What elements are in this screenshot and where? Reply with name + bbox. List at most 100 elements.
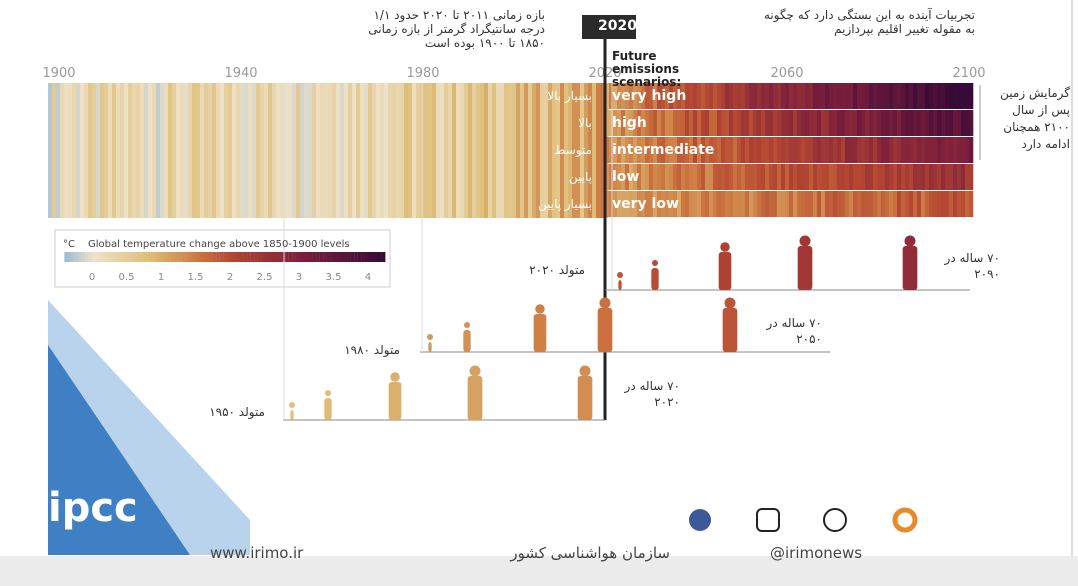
legend-unit: °C <box>63 238 75 252</box>
legend-swatch <box>365 252 369 262</box>
stripe <box>681 110 685 136</box>
stripe <box>653 110 657 136</box>
stripe <box>781 164 785 190</box>
stripe <box>212 83 216 218</box>
year-tick-label: 2060 <box>770 66 803 81</box>
stripe <box>949 83 953 109</box>
person-body <box>723 308 738 352</box>
stripe <box>653 164 657 190</box>
legend-swatch <box>133 252 137 262</box>
age70-label: ۷۰ ساله در ۲۰۵۰ <box>752 315 822 347</box>
stripe <box>961 110 965 136</box>
stripe <box>897 191 901 217</box>
stripe <box>861 164 865 190</box>
stripe <box>761 137 765 163</box>
right-note: تجربیات آینده به این بستگی دارد که چگونه… <box>760 8 975 36</box>
stripe <box>136 83 140 218</box>
stripe <box>689 110 693 136</box>
person-body <box>798 246 813 290</box>
stripe <box>857 110 861 136</box>
stripe <box>689 164 693 190</box>
person-head <box>580 366 591 377</box>
stripe <box>713 164 717 190</box>
stripe <box>873 83 877 109</box>
stripe <box>953 164 957 190</box>
stripe <box>881 110 885 136</box>
stripe <box>677 110 681 136</box>
stripe <box>901 110 905 136</box>
legend-swatch <box>247 252 251 262</box>
stripe <box>945 137 949 163</box>
stripe <box>865 83 869 109</box>
stripe <box>733 137 737 163</box>
stripe <box>400 83 404 218</box>
legend-swatch <box>75 252 79 262</box>
stripe <box>937 164 941 190</box>
legend-swatch <box>227 252 231 262</box>
legend-swatch <box>240 252 244 262</box>
legend-swatch <box>140 252 144 262</box>
stripe <box>961 83 965 109</box>
stripe <box>913 164 917 190</box>
scenario-fa: بسیار پایین <box>440 197 592 211</box>
stripe <box>721 110 725 136</box>
stripe <box>741 164 745 190</box>
stripe <box>797 137 801 163</box>
stripe <box>757 83 761 109</box>
legend-swatch <box>113 252 117 262</box>
stripe <box>781 191 785 217</box>
stripe <box>721 164 725 190</box>
stripe <box>813 164 817 190</box>
stripe <box>833 164 837 190</box>
legend-swatch <box>302 252 306 262</box>
icon[interactable] <box>689 509 711 531</box>
stripe <box>837 137 841 163</box>
stripe <box>737 83 741 109</box>
stripe <box>873 164 877 190</box>
stripe <box>817 191 821 217</box>
person-head <box>535 304 545 314</box>
footer-site: www.irimo.ir <box>210 546 303 560</box>
stripe <box>845 110 849 136</box>
age70-label: ۷۰ ساله در ۲۰۲۰ <box>610 378 680 410</box>
person-body <box>598 308 613 352</box>
stripe <box>829 164 833 190</box>
stripe <box>725 164 729 190</box>
stripe <box>877 191 881 217</box>
stripe <box>761 164 765 190</box>
stripe <box>869 83 873 109</box>
stripe <box>725 137 729 163</box>
stripe <box>424 83 428 218</box>
stripe <box>885 191 889 217</box>
stripe <box>789 137 793 163</box>
stripe <box>745 164 749 190</box>
stripe <box>921 191 925 217</box>
stripe <box>729 110 733 136</box>
stripe <box>853 191 857 217</box>
stripe <box>769 83 773 109</box>
stripe <box>340 83 344 218</box>
legend-swatch <box>316 252 320 262</box>
stripe <box>416 83 420 218</box>
legend-swatch <box>158 252 162 262</box>
footer-handle: @irimonews <box>770 546 862 560</box>
legend-swatch <box>340 252 344 262</box>
stripe <box>769 137 773 163</box>
stripe <box>785 191 789 217</box>
stripe <box>252 83 256 218</box>
stripe <box>829 110 833 136</box>
stripe <box>821 83 825 109</box>
stripe <box>805 164 809 190</box>
stripe <box>256 83 260 218</box>
stripe <box>92 83 96 218</box>
stripe <box>857 191 861 217</box>
stripe <box>160 83 164 218</box>
stripe <box>665 164 669 190</box>
legend-swatch <box>265 252 269 262</box>
stripe <box>789 83 793 109</box>
stripe <box>761 191 765 217</box>
legend-swatch <box>375 252 379 262</box>
stripe <box>841 137 845 163</box>
stripe <box>901 191 905 217</box>
legend-swatch <box>268 252 272 262</box>
